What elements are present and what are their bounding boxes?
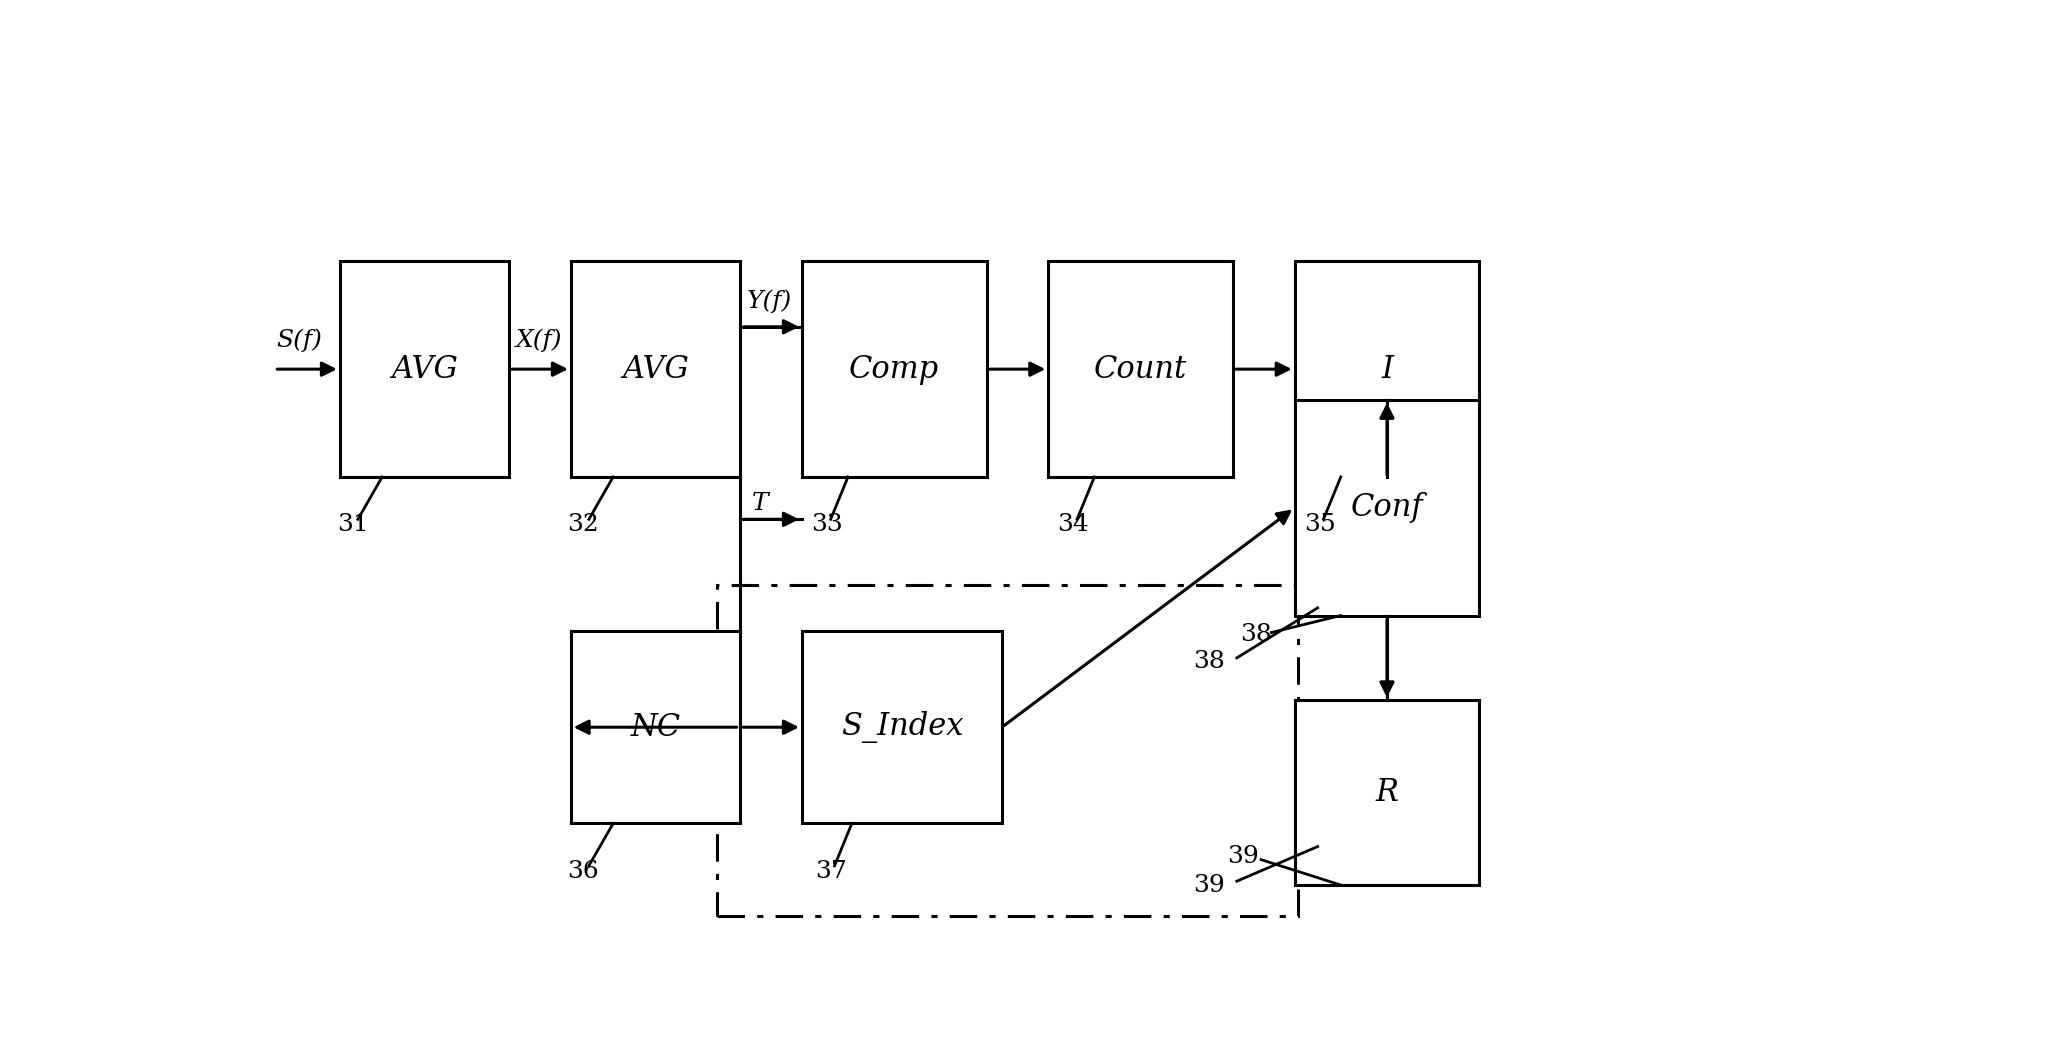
Text: 38: 38 xyxy=(1193,650,1226,673)
Text: NC: NC xyxy=(631,712,680,743)
Text: 35: 35 xyxy=(1305,513,1336,536)
Text: Count: Count xyxy=(1094,353,1187,385)
Text: R: R xyxy=(1375,778,1399,808)
Text: X(f): X(f) xyxy=(515,329,563,352)
Text: 33: 33 xyxy=(810,513,843,536)
Text: 39: 39 xyxy=(1193,874,1226,897)
Bar xyxy=(1294,701,1480,885)
Bar xyxy=(802,631,1002,824)
Text: Comp: Comp xyxy=(849,353,940,385)
Text: Conf: Conf xyxy=(1350,493,1424,523)
Bar xyxy=(1049,262,1232,477)
Text: AVG: AVG xyxy=(622,353,688,385)
Bar xyxy=(802,262,987,477)
Bar xyxy=(1294,400,1480,615)
Bar xyxy=(340,262,509,477)
Text: 36: 36 xyxy=(567,860,600,883)
Text: 31: 31 xyxy=(336,513,369,536)
Text: S(f): S(f) xyxy=(276,329,322,352)
Bar xyxy=(571,631,740,824)
Text: S_Index: S_Index xyxy=(841,711,962,743)
Bar xyxy=(1294,262,1480,477)
Text: I: I xyxy=(1381,353,1393,385)
Text: 32: 32 xyxy=(567,513,600,536)
Text: 39: 39 xyxy=(1228,845,1259,868)
Text: Y(f): Y(f) xyxy=(746,289,791,313)
Bar xyxy=(571,262,740,477)
Text: 38: 38 xyxy=(1241,624,1272,646)
Text: 34: 34 xyxy=(1057,513,1088,536)
Bar xyxy=(717,584,1298,916)
Text: 37: 37 xyxy=(814,860,847,883)
Text: T: T xyxy=(752,492,769,515)
Text: AVG: AVG xyxy=(392,353,458,385)
